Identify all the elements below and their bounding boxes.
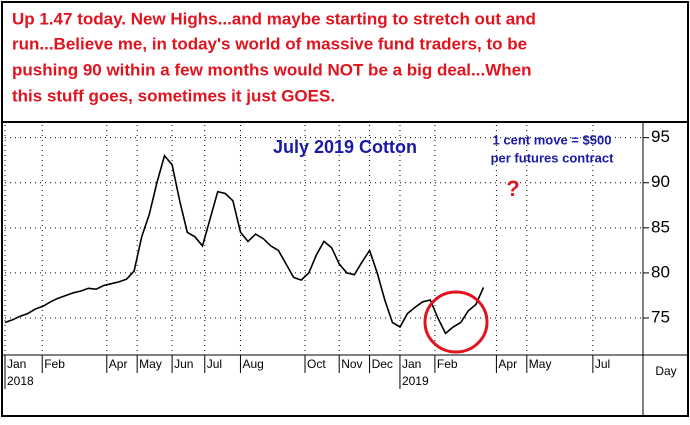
x-tick-label: Oct	[307, 357, 326, 371]
x-tick-label: Apr	[109, 357, 128, 371]
x-tick-label: Jul	[207, 357, 222, 371]
year-label: 2018	[7, 374, 34, 388]
x-tick-label: Apr	[498, 357, 517, 371]
x-tick-label: Jan	[7, 357, 26, 371]
x-tick-label: Feb	[44, 357, 65, 371]
x-axis-label: Day	[655, 364, 676, 378]
chart-title: July 2019 Cotton	[273, 137, 417, 157]
y-tick-label: 75	[651, 308, 670, 327]
frame	[1, 1, 689, 417]
y-tick-label: 95	[651, 127, 670, 146]
price-line	[4, 154, 485, 335]
y-tick-label: 80	[651, 262, 670, 281]
x-tick-label: Jul	[595, 357, 610, 371]
annotation: per futures contract	[491, 150, 614, 165]
highlight-circle	[423, 290, 489, 354]
year-label: 2019	[402, 374, 429, 388]
x-tick-label: May	[139, 357, 162, 371]
annotation: 1 cent move = $500	[493, 132, 612, 147]
x-tick-label: Jan	[402, 357, 421, 371]
header-line: Up 1.47 today. New Highs...and maybe sta…	[12, 9, 536, 28]
header-line: pushing 90 within a few months would NOT…	[12, 60, 531, 79]
x-tick-label: Feb	[437, 357, 458, 371]
y-tick-label: 90	[651, 172, 670, 191]
x-tick-label: Dec	[372, 357, 393, 371]
header-line: this stuff goes, sometimes it just GOES.	[12, 86, 335, 105]
y-tick-label: 85	[651, 217, 670, 236]
x-tick-label: Jun	[174, 357, 193, 371]
annotation: ?	[506, 176, 519, 201]
x-tick-label: Nov	[341, 357, 362, 371]
header-line: run...Believe me, in today's world of ma…	[12, 34, 527, 53]
x-tick-label: Aug	[242, 357, 263, 371]
x-tick-label: May	[529, 357, 552, 371]
